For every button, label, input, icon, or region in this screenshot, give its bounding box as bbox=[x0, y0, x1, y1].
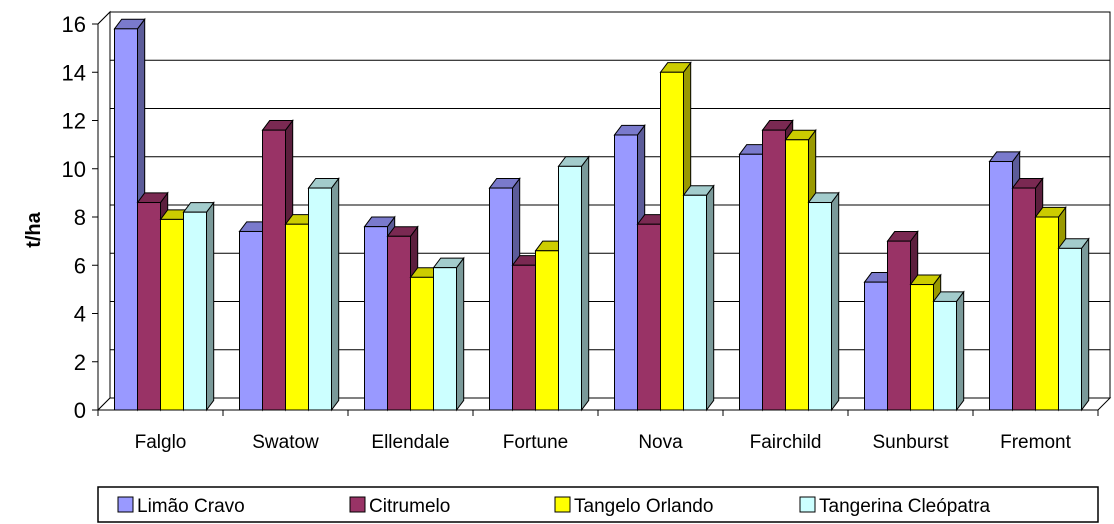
bar-front bbox=[614, 134, 638, 411]
bar-front bbox=[387, 235, 411, 411]
x-tick-label: Fortune bbox=[503, 432, 568, 453]
bar-front bbox=[262, 129, 286, 411]
bars-layer bbox=[113, 17, 1090, 412]
bar-side bbox=[956, 290, 965, 412]
bar-front bbox=[785, 139, 809, 411]
x-tick-label: Swatow bbox=[252, 432, 319, 453]
legend-label: Citrumelo bbox=[369, 496, 450, 517]
y-axis-label: t/ha bbox=[23, 211, 45, 247]
bar-front bbox=[887, 240, 911, 411]
bar-front bbox=[683, 194, 707, 411]
y-tick-label: 4 bbox=[74, 302, 86, 327]
bar-front bbox=[1012, 187, 1036, 411]
legend-label: Limão Cravo bbox=[137, 496, 245, 517]
bar-front bbox=[410, 276, 434, 411]
bar-front bbox=[308, 187, 332, 411]
gridline bbox=[97, 156, 1110, 170]
bar-side bbox=[456, 256, 465, 412]
bar-side bbox=[1081, 237, 1090, 412]
bar-front bbox=[364, 226, 388, 411]
legend-swatch bbox=[799, 496, 816, 513]
bar-side bbox=[331, 176, 340, 412]
y-tick-label: 8 bbox=[74, 205, 86, 230]
bar bbox=[182, 201, 215, 412]
bar-front bbox=[285, 223, 309, 411]
bar-front bbox=[137, 202, 161, 411]
bar-front bbox=[183, 211, 207, 411]
x-tick-label: Ellendale bbox=[371, 432, 449, 453]
bar-side bbox=[706, 184, 715, 412]
bar-side bbox=[581, 155, 590, 412]
bar bbox=[432, 256, 465, 412]
legend-swatch bbox=[554, 496, 571, 513]
bar bbox=[307, 176, 340, 412]
bar-front bbox=[933, 300, 957, 411]
bar-front bbox=[535, 250, 559, 411]
x-tick-label: Sunburst bbox=[872, 432, 949, 453]
bar-front bbox=[160, 218, 184, 411]
bar-front bbox=[489, 187, 513, 411]
y-tick-label: 16 bbox=[62, 12, 86, 37]
back-wall bbox=[109, 11, 1111, 399]
bar-front bbox=[660, 71, 684, 411]
bar-front bbox=[864, 281, 888, 411]
x-tick-label: Fremont bbox=[1000, 432, 1071, 453]
side-wall bbox=[97, 10, 111, 412]
y-tick-label: 10 bbox=[62, 157, 86, 182]
bar-front bbox=[433, 267, 457, 411]
bar bbox=[1057, 237, 1090, 412]
bar-side bbox=[206, 201, 215, 412]
legend-swatch bbox=[117, 496, 134, 513]
y-tick-label: 14 bbox=[62, 60, 86, 85]
x-tick-label: Nova bbox=[638, 432, 683, 453]
bar bbox=[932, 290, 965, 412]
x-tick-label: Fairchild bbox=[750, 432, 822, 453]
bar-front bbox=[762, 129, 786, 411]
legend-swatch bbox=[349, 496, 366, 513]
axis-layer: 0 2 4 6 8 10 12 14 16 Falglo Swatow Ellendale Fortun… bbox=[62, 10, 1112, 453]
legend: Limão Cravo Citrumelo Tangelo Orlando Tange… bbox=[97, 486, 1099, 523]
x-tick-label: Falglo bbox=[135, 432, 187, 453]
bar-front bbox=[512, 264, 536, 411]
y-tick-label: 12 bbox=[62, 109, 86, 134]
gridline bbox=[97, 108, 1110, 121]
legend-label: Tangelo Orlando bbox=[574, 496, 713, 517]
bar-front bbox=[239, 230, 263, 411]
bar-front bbox=[114, 28, 138, 411]
bar-front bbox=[1035, 216, 1059, 411]
y-tick-label: 0 bbox=[74, 398, 86, 423]
bar bbox=[807, 191, 840, 412]
gridline bbox=[97, 204, 1110, 218]
gridline bbox=[97, 11, 1110, 25]
bar-front bbox=[808, 202, 832, 411]
legend-label: Tangerina Cleópatra bbox=[819, 496, 991, 517]
bar-front bbox=[558, 165, 582, 411]
bar-front bbox=[637, 223, 661, 411]
bar-front bbox=[910, 284, 934, 411]
legend-box bbox=[97, 486, 1099, 523]
y-tick-label: 2 bbox=[74, 350, 86, 375]
bar-front bbox=[989, 161, 1013, 411]
bar bbox=[682, 184, 715, 412]
bar-front bbox=[739, 153, 763, 411]
y-tick-label: 6 bbox=[74, 253, 86, 278]
gridline bbox=[97, 59, 1110, 73]
bar-side bbox=[831, 191, 840, 412]
bar bbox=[557, 155, 590, 412]
bar-front bbox=[1058, 247, 1082, 411]
